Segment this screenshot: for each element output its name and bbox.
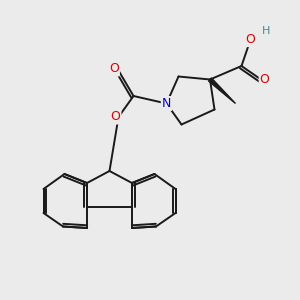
Text: N: N (162, 97, 171, 110)
Text: H: H (262, 26, 270, 36)
Text: O: O (111, 110, 120, 124)
Text: O: O (246, 33, 255, 46)
Text: O: O (109, 62, 119, 76)
Polygon shape (208, 78, 236, 103)
Text: O: O (260, 73, 269, 86)
